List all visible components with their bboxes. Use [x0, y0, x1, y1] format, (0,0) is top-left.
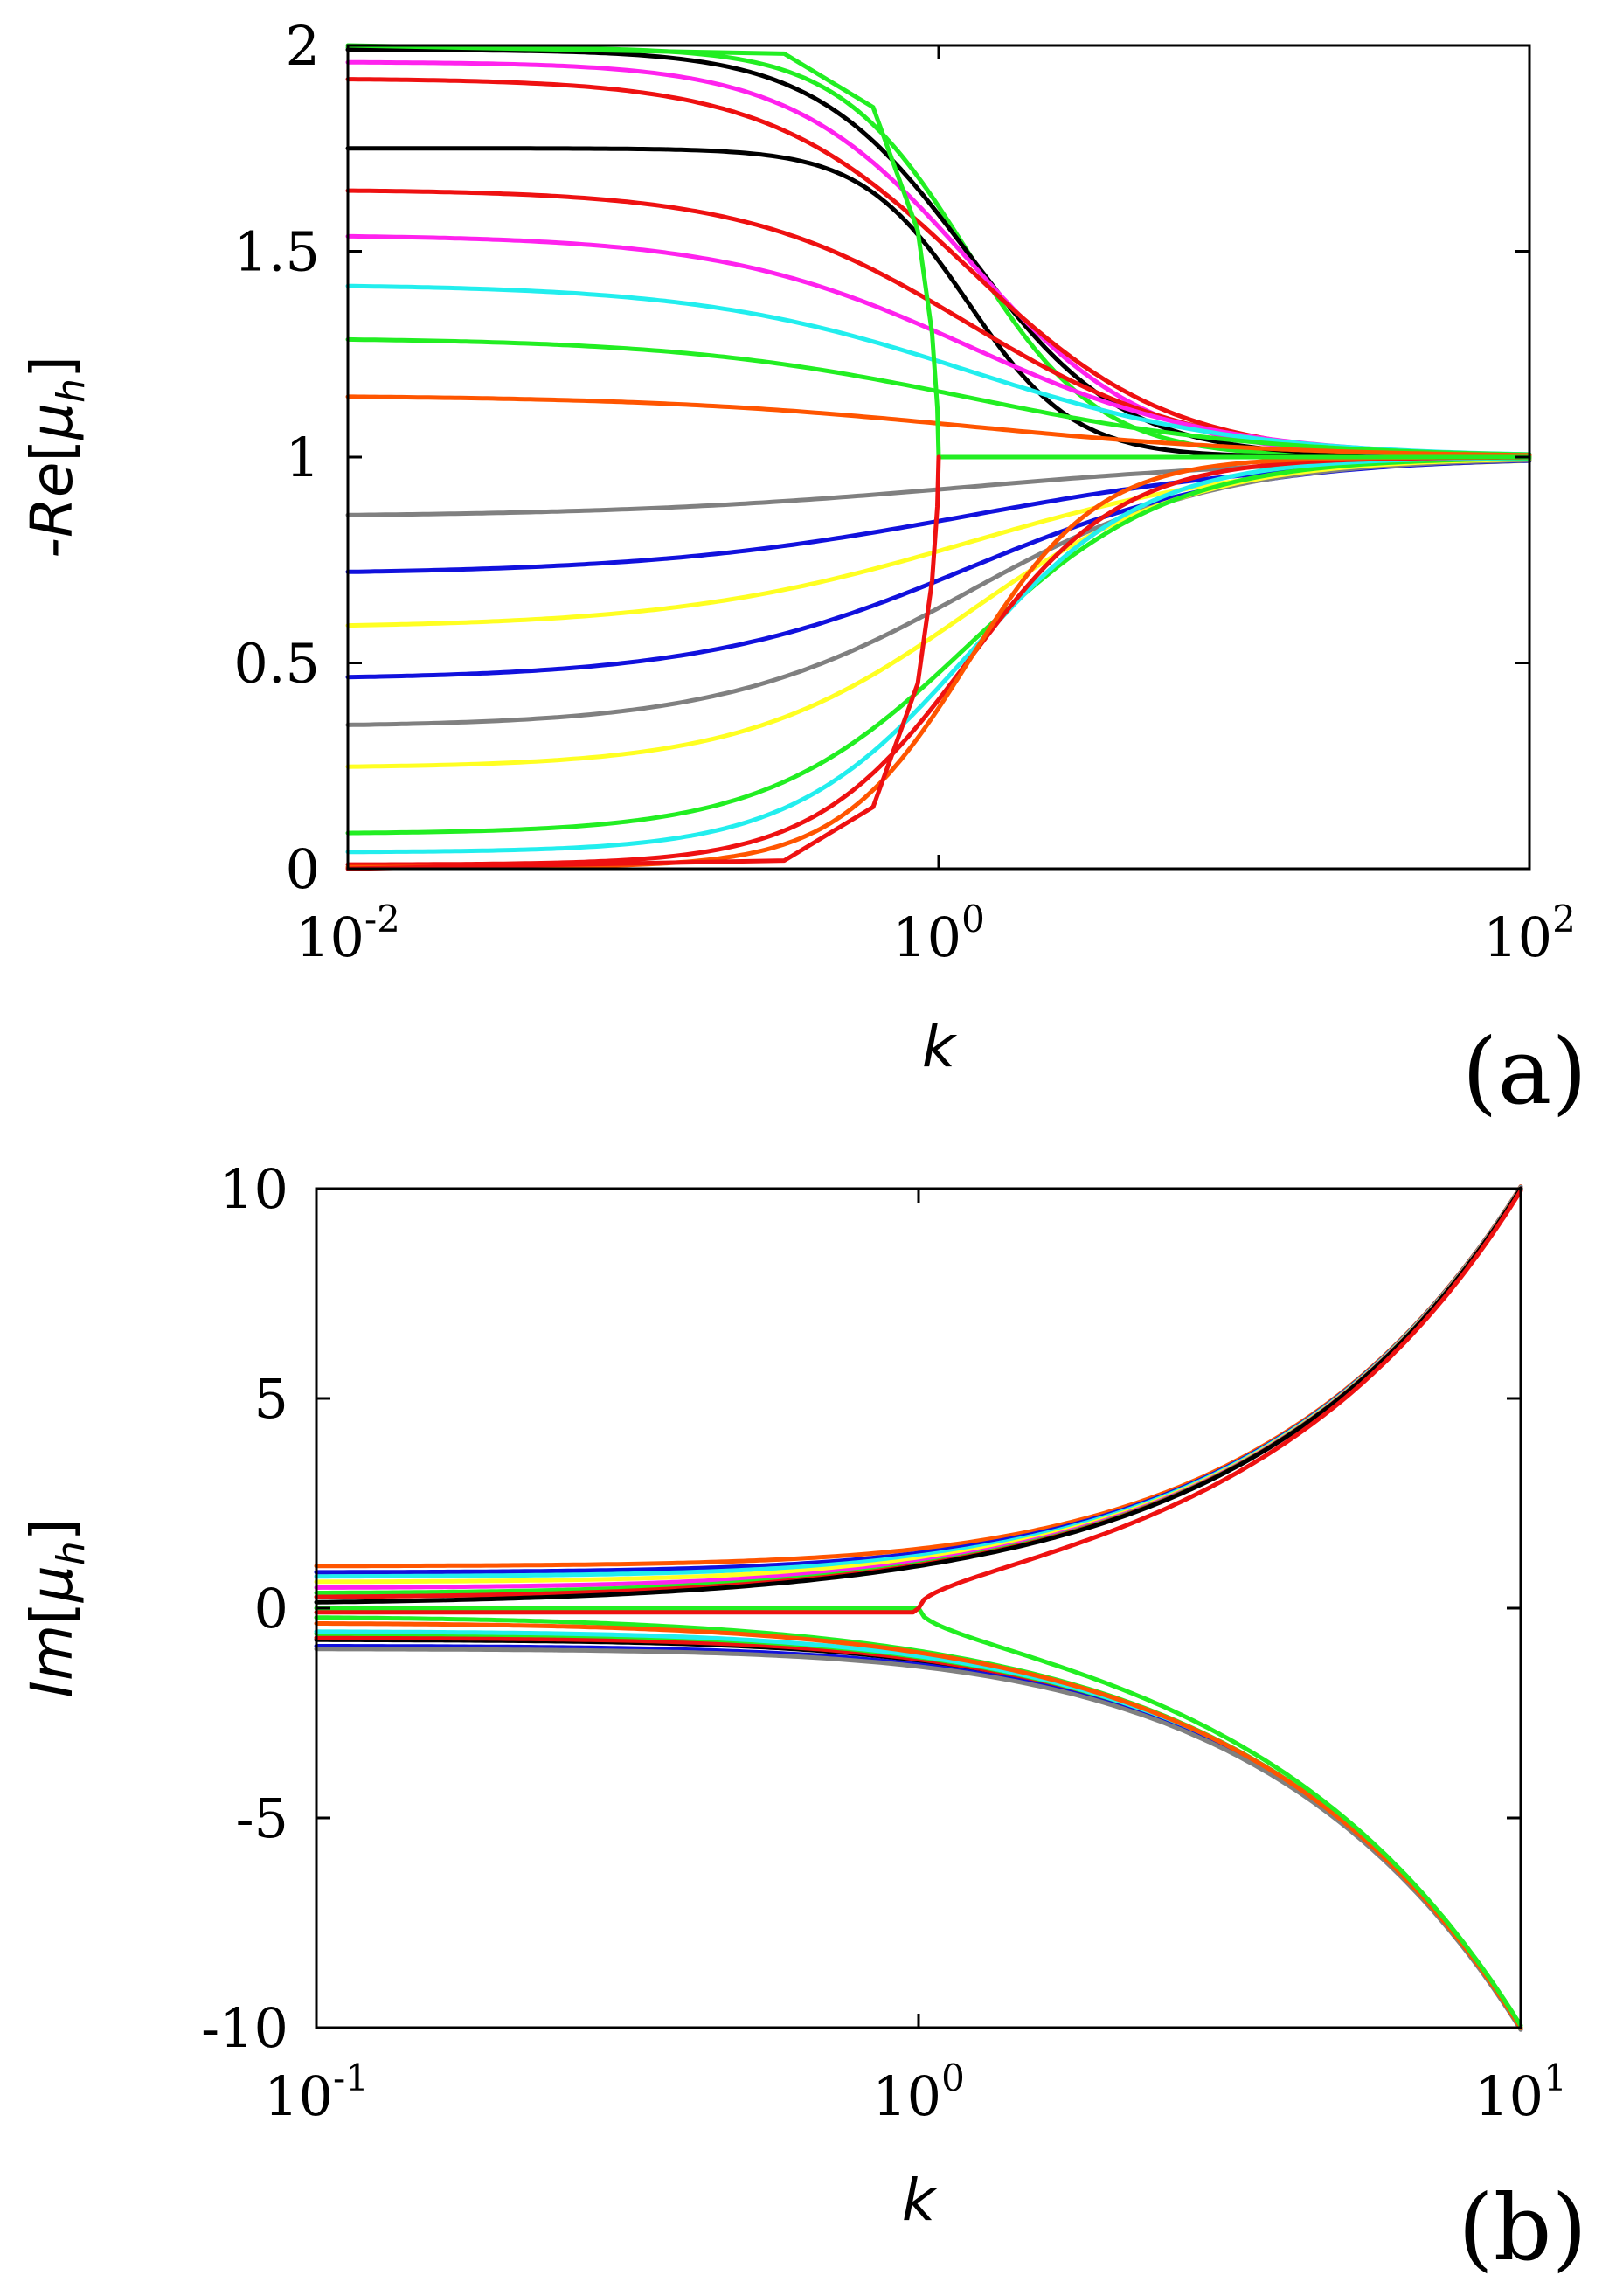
y-axis-label-b-main: Im: [18, 1625, 86, 1698]
svg-text:Im[μh]: Im[μh]: [18, 1518, 94, 1697]
y-axis-label-a-open: [: [18, 440, 86, 462]
svg-text:-Re[μh]: -Re[μh]: [18, 356, 94, 558]
x-axis-label-a: k: [922, 1013, 958, 1080]
curves-b: [314, 1184, 1523, 2032]
series-line-green-down: [314, 1631, 1523, 2031]
y-axis-label-b-mu: μ: [18, 1565, 86, 1603]
curves-a: [345, 43, 1532, 871]
y-tick-label: 1.5: [233, 220, 320, 284]
y-tick-label: 0: [286, 837, 320, 901]
y-tick-label: 2: [286, 14, 320, 78]
y-axis-label-a-sub: h: [49, 378, 94, 403]
y-axis-label-b: Im[μh]: [18, 1518, 94, 1697]
series-line-red-down: [314, 1635, 1523, 2031]
series-line-cyan-down: [314, 1629, 1523, 2031]
x-tick-exp: 0: [961, 898, 985, 940]
x-tick-base: 10: [264, 2064, 333, 2128]
series-line-cyan-up: [314, 1185, 1523, 1579]
x-tick-label: 100: [892, 898, 985, 969]
x-tick-base: 10: [892, 905, 961, 969]
series-line-cyan-b: [345, 455, 1532, 855]
y-tick-label: 1: [286, 426, 320, 489]
x-tick-exp: -2: [364, 898, 400, 940]
x-tick-label: 10-2: [295, 898, 400, 969]
y-tick-label: -10: [201, 1996, 288, 2060]
series-line-blue-up: [314, 1184, 1523, 1575]
series-line-black-up: [314, 1186, 1523, 1605]
y-axis-label-b-open: [: [18, 1602, 86, 1625]
series-line-yellow-up: [314, 1185, 1523, 1585]
series-line-green-up: [314, 1186, 1523, 1595]
x-tick-base: 10: [1483, 905, 1552, 969]
y-tick-label: 0: [254, 1577, 288, 1640]
x-tick-base: 10: [1474, 2064, 1543, 2128]
y-tick-label: -5: [236, 1786, 288, 1850]
y-tick-label: 10: [219, 1157, 288, 1221]
x-tick-base: 10: [295, 905, 364, 969]
y-tick-label: 0.5: [233, 632, 320, 696]
x-tick-exp: 1: [1543, 2057, 1567, 2099]
y-axis-label-a: -Re[μh]: [18, 356, 94, 558]
y-axis-label-a-main: -Re: [18, 462, 86, 558]
x-tick-exp: 0: [941, 2057, 965, 2099]
series-line-green-branch: [314, 1606, 1523, 2029]
series-line-blue-down: [314, 1644, 1523, 2032]
x-tick-label: 10-1: [264, 2057, 369, 2128]
panel-label-b: (b): [1458, 2175, 1587, 2281]
series-line-red-branch: [314, 1188, 1523, 1615]
series-line-magenta-up: [314, 1185, 1523, 1590]
y-axis-label-b-close: ]: [18, 1518, 86, 1541]
x-tick-label: 100: [872, 2057, 965, 2128]
x-tick-exp: 2: [1552, 898, 1576, 940]
panel-label-a: (a): [1462, 1018, 1587, 1125]
series-line-green-b: [345, 336, 1532, 457]
series-line-green-c: [345, 456, 1532, 836]
x-tick-exp: -1: [333, 2057, 369, 2099]
x-axis-label-b: k: [902, 2167, 938, 2234]
y-tick-label: 5: [254, 1367, 288, 1431]
series-line-black-down: [314, 1637, 1523, 2031]
series-line-red-bifurcation: [345, 454, 941, 871]
x-tick-base: 10: [872, 2064, 941, 2128]
y-axis-label-b-sub: h: [49, 1541, 94, 1565]
x-tick-label: 102: [1483, 898, 1576, 969]
y-axis-label-a-mu: μ: [18, 403, 86, 440]
y-axis-label-a-close: ]: [18, 356, 86, 378]
series-line-orange-up: [314, 1184, 1523, 1569]
series-line-green-bifurcation: [345, 43, 1532, 460]
x-tick-label: 101: [1474, 2057, 1567, 2128]
series-line-gray-down: [314, 1647, 1523, 2032]
series-line-orange-level: [314, 1621, 1523, 2030]
